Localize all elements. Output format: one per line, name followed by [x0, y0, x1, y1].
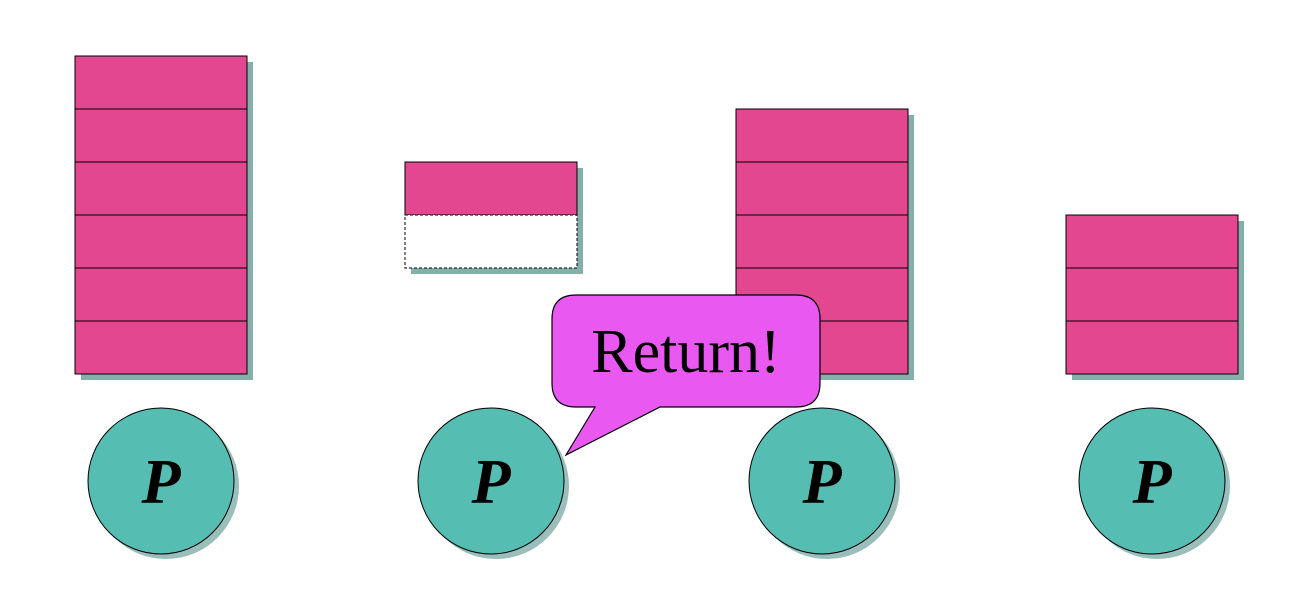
callout: Return!: [551, 294, 821, 457]
task-block: [74, 108, 248, 163]
task-block: [74, 320, 248, 375]
task-block: [74, 55, 248, 110]
task-block: [735, 214, 909, 269]
processor-stack-1: [74, 55, 253, 380]
task-block: [1065, 320, 1239, 375]
processor-stack-2: [404, 161, 583, 274]
task-block: [74, 161, 248, 216]
processor-circle: [1078, 407, 1226, 555]
speech-bubble-icon: [551, 294, 821, 457]
processor-label: P: [470, 446, 511, 517]
task-block: [404, 161, 578, 216]
processor-1: P: [87, 407, 239, 559]
processor-3: P: [748, 407, 900, 559]
task-block: [735, 108, 909, 163]
task-block: [1065, 214, 1239, 269]
task-block: [74, 267, 248, 322]
processor-circle: [87, 407, 235, 555]
processor-circle: [748, 407, 896, 555]
processor-2: P: [417, 407, 569, 559]
task-block: [74, 214, 248, 269]
processor-stack-4: [1065, 214, 1244, 380]
processor-label: P: [140, 446, 181, 517]
processor-label: P: [1131, 446, 1172, 517]
processor-circle: [417, 407, 565, 555]
callout-text: Return!: [591, 318, 780, 386]
processor-4: P: [1078, 407, 1230, 559]
task-block: [1065, 267, 1239, 322]
empty-block: [404, 214, 578, 269]
processor-label: P: [801, 446, 842, 517]
task-block: [735, 161, 909, 216]
